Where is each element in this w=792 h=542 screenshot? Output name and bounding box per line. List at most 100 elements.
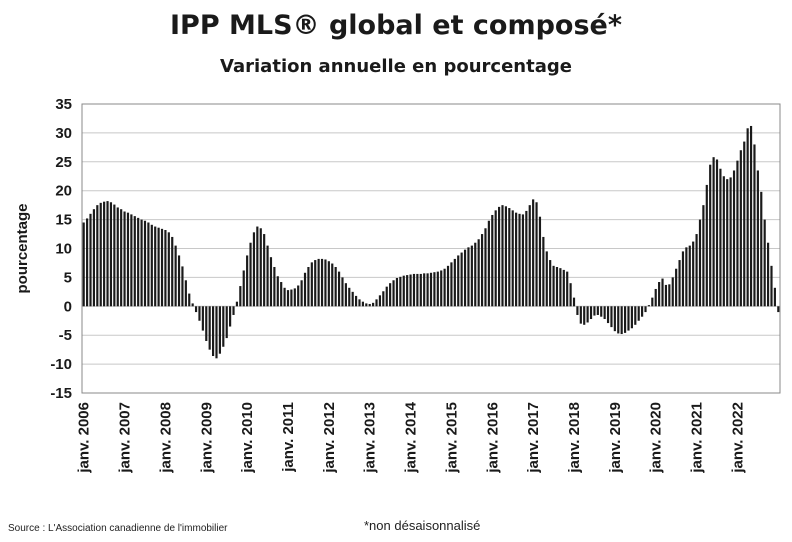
- bar: [412, 273, 416, 307]
- bar: [331, 263, 334, 307]
- bar: [92, 209, 96, 307]
- bar: [753, 144, 756, 307]
- bar: [773, 287, 776, 307]
- bar: [143, 220, 147, 307]
- bar: [320, 258, 324, 307]
- bar: [634, 306, 637, 325]
- bar: [675, 268, 678, 307]
- gridlines: [82, 103, 780, 394]
- bar: [555, 267, 559, 307]
- bar: [89, 213, 92, 307]
- bar: [736, 160, 739, 307]
- bar: [535, 202, 538, 307]
- bar: [395, 277, 399, 307]
- bar: [256, 226, 259, 307]
- bar: [477, 239, 480, 307]
- bar: [423, 273, 426, 307]
- bar: [103, 201, 106, 307]
- bar: [86, 218, 89, 307]
- bar: [303, 272, 307, 307]
- y-tick-label: 30: [55, 125, 72, 142]
- bar: [406, 275, 409, 307]
- y-axis-tick-labels: -15 -10 -5 0 5 10 15 20 25 30 35: [50, 96, 72, 402]
- bar: [525, 210, 528, 307]
- bar: [106, 201, 109, 307]
- bar: [504, 206, 507, 307]
- bar: [766, 242, 770, 307]
- bar: [440, 270, 443, 307]
- bar: [501, 205, 504, 307]
- footnote: *non désaisonnalisé: [364, 518, 481, 533]
- bar-series: [82, 125, 780, 359]
- bar: [487, 220, 490, 307]
- bar: [484, 228, 487, 307]
- bar: [177, 255, 181, 307]
- bar: [705, 184, 708, 307]
- bar: [99, 202, 102, 307]
- bar: [198, 306, 201, 321]
- bar: [651, 297, 654, 307]
- bar: [314, 260, 317, 307]
- bar: [719, 168, 722, 307]
- bar: [664, 284, 668, 307]
- bar: [212, 306, 215, 357]
- bar: [498, 206, 501, 307]
- chart-title: IPP MLS® global et composé*: [170, 10, 622, 41]
- bar: [266, 245, 269, 307]
- bar: [470, 245, 473, 307]
- x-tick-label: janv. 2010: [239, 402, 256, 474]
- bar: [760, 191, 763, 307]
- bar: [579, 306, 582, 324]
- bar: [130, 214, 133, 307]
- bar: [515, 212, 518, 307]
- bar: [671, 277, 674, 307]
- bar: [532, 199, 535, 307]
- bar: [375, 299, 378, 307]
- bar: [126, 212, 130, 307]
- bar: [307, 267, 310, 307]
- x-tick-label: janv. 2013: [362, 402, 379, 474]
- bar: [603, 306, 606, 320]
- bar: [596, 306, 599, 315]
- bar: [276, 276, 279, 307]
- bar: [668, 284, 671, 307]
- bar: [678, 260, 681, 307]
- bar: [572, 297, 576, 307]
- bar: [341, 277, 344, 307]
- bar: [637, 306, 640, 321]
- bar: [613, 306, 616, 332]
- y-axis-label: pourcentage: [14, 203, 31, 293]
- bar: [310, 262, 313, 307]
- bar: [184, 280, 187, 307]
- x-tick-label: janv. 2016: [484, 402, 501, 474]
- bar: [355, 295, 358, 307]
- bar: [273, 267, 276, 307]
- source-note: Source : L'Association canadienne de l'i…: [8, 523, 228, 534]
- y-tick-label: -5: [59, 327, 72, 344]
- bar: [208, 306, 211, 350]
- bar: [610, 306, 613, 328]
- bar: [327, 261, 330, 307]
- bar: [337, 271, 341, 307]
- bar: [647, 305, 650, 307]
- bar: [109, 202, 113, 307]
- bar: [181, 266, 184, 307]
- bar: [460, 252, 463, 307]
- bar: [685, 247, 688, 307]
- bar: [201, 306, 204, 331]
- bar: [235, 301, 239, 307]
- chart-subtitle: Variation annuelle en pourcentage: [220, 56, 572, 77]
- bar: [749, 125, 753, 307]
- x-tick-label: janv. 2022: [729, 402, 746, 474]
- bar: [154, 226, 157, 307]
- bar: [389, 283, 392, 307]
- bar: [743, 141, 746, 307]
- bar: [297, 285, 300, 307]
- bar: [324, 259, 327, 307]
- bar: [191, 303, 194, 307]
- y-tick-label: 15: [55, 212, 72, 229]
- bar: [630, 306, 633, 329]
- bar: [239, 286, 242, 307]
- bar: [205, 306, 208, 341]
- bar: [385, 286, 388, 307]
